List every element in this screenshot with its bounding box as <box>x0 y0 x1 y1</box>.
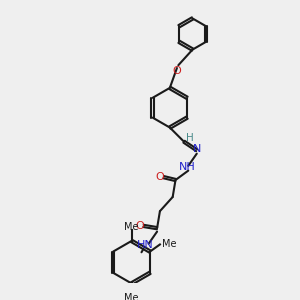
Text: Me: Me <box>124 222 139 232</box>
Text: Me: Me <box>162 238 177 249</box>
Text: O: O <box>156 172 165 182</box>
Text: H: H <box>186 133 194 143</box>
Text: O: O <box>172 66 181 76</box>
Text: NH: NH <box>178 162 195 172</box>
Text: HN: HN <box>137 240 154 250</box>
Text: O: O <box>136 221 145 231</box>
Text: Me: Me <box>124 292 139 300</box>
Text: N: N <box>193 144 201 154</box>
